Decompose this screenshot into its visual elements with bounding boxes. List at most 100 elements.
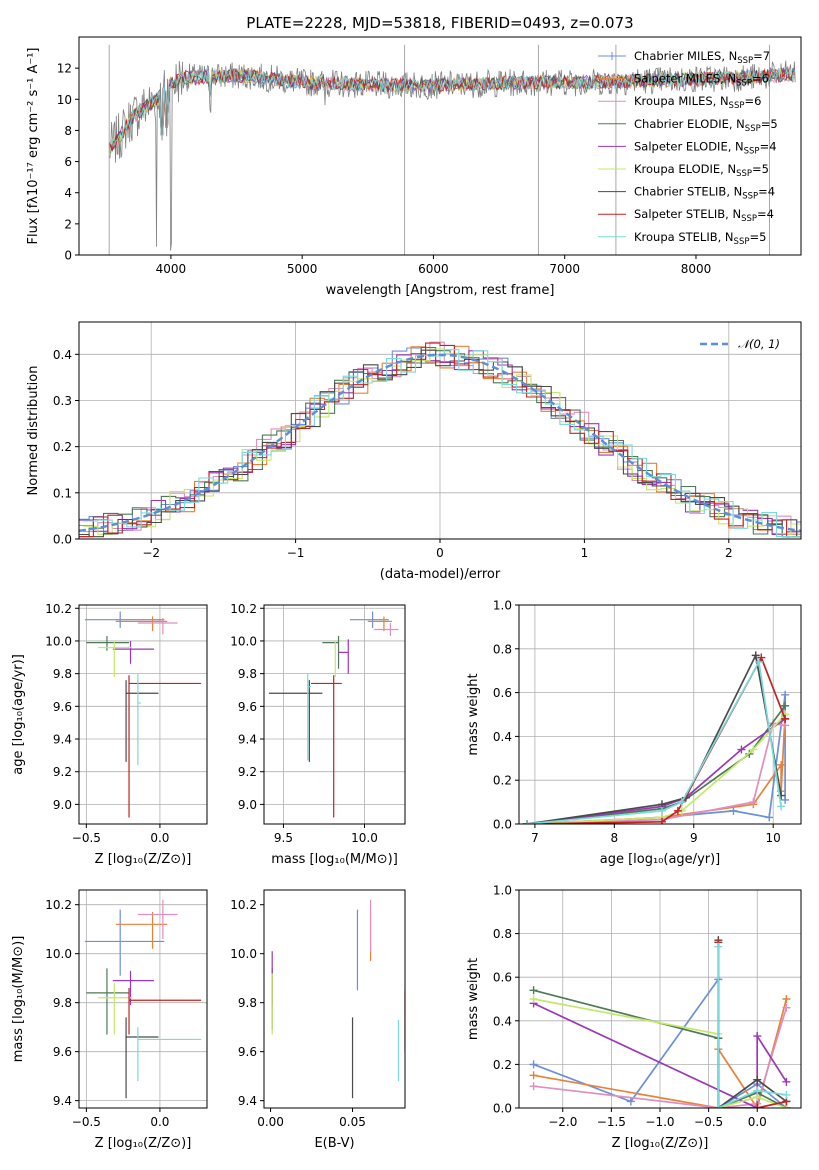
legend-entry-label: Salpeter ELODIE, N bbox=[634, 139, 744, 153]
mass-weight-marker bbox=[714, 942, 723, 951]
legend-entry-label: Salpeter MILES, N bbox=[634, 72, 736, 86]
spectrum-plot-area bbox=[108, 44, 796, 255]
x-tick-label: 8000 bbox=[681, 262, 712, 276]
legend-entry-count: =5 bbox=[752, 162, 769, 176]
y-tick-label: 9.6 bbox=[238, 700, 257, 714]
x-tick-label: 0.00 bbox=[257, 1115, 284, 1129]
mass-weight-marker bbox=[781, 795, 790, 804]
residuals-plot-area bbox=[79, 341, 801, 538]
x-tick-label: 7 bbox=[531, 831, 539, 845]
y-axis-label: mass weight bbox=[466, 673, 481, 755]
y-tick-label: 0.8 bbox=[493, 927, 512, 941]
y-tick-label: 0.1 bbox=[53, 486, 72, 500]
legend-entry-label: Chabrier STELIB, N bbox=[634, 185, 742, 199]
mass-weight-marker bbox=[782, 1003, 791, 1012]
x-axis-label: E(B-V) bbox=[314, 1136, 354, 1151]
y-axis-label: age [log₁₀(age/yr)] bbox=[11, 654, 26, 775]
residual-histogram bbox=[79, 350, 801, 536]
mass-weight-line bbox=[526, 659, 782, 824]
y-tick-label: 10.0 bbox=[230, 634, 257, 648]
x-tick-label: −1.5 bbox=[597, 1115, 626, 1129]
mass-weight-marker bbox=[673, 806, 682, 815]
x-tick-label: 9.5 bbox=[274, 831, 293, 845]
y-tick-label: 9.4 bbox=[238, 1094, 257, 1108]
y-tick-label: 9.8 bbox=[53, 996, 72, 1010]
y-tick-label: 9.4 bbox=[53, 733, 72, 747]
mass-weight-line bbox=[533, 1002, 788, 1108]
residual-histogram bbox=[83, 341, 801, 533]
y-tick-label: 1.0 bbox=[493, 599, 512, 613]
x-tick-label: 2 bbox=[725, 546, 733, 560]
age-vs-mass-axes: 9.5 10.0 9.0 9.2 9.4 9.6 9.8 10.0 10.2 mass [log₁… bbox=[230, 602, 406, 867]
error-bar-point bbox=[84, 909, 165, 976]
y-tick-label: 10.2 bbox=[230, 602, 257, 616]
mass-weight-marker bbox=[522, 820, 531, 824]
observed-spectrum-line bbox=[108, 60, 796, 251]
legend-entry-sub: SSP bbox=[741, 214, 757, 224]
legend-entry: Chabrier STELIB, NSSP=4 bbox=[634, 185, 775, 202]
x-tick-label: 1 bbox=[581, 546, 589, 560]
x-axis-label: Z [log₁₀(Z/Z⊙)] bbox=[95, 1136, 192, 1151]
mass-weight-line bbox=[533, 1007, 788, 1108]
legend-entry-sub: SSP bbox=[736, 79, 752, 89]
y-tick-label: 9.4 bbox=[53, 1094, 72, 1108]
y-tick-label: 0.3 bbox=[53, 394, 72, 408]
x-tick-label: 7000 bbox=[549, 262, 580, 276]
legend-entry-label: Chabrier ELODIE, N bbox=[634, 117, 745, 131]
error-bar-point bbox=[115, 912, 168, 949]
mass-weight-marker bbox=[657, 806, 666, 815]
residual-histogram bbox=[79, 347, 801, 538]
mass-weight-marker bbox=[737, 745, 746, 754]
x-tick-label: 6000 bbox=[418, 262, 449, 276]
x-axis-label: Z [log₁₀(Z/Z⊙)] bbox=[612, 1136, 709, 1151]
y-tick-label: 0.0 bbox=[493, 1102, 512, 1116]
mass-weight-marker bbox=[781, 714, 790, 723]
mass-weight-marker bbox=[777, 760, 786, 769]
error-bar-point bbox=[98, 640, 132, 677]
y-tick-label: 1.0 bbox=[493, 884, 512, 898]
mass-weight-marker bbox=[753, 1032, 762, 1041]
residual-histogram bbox=[83, 349, 801, 538]
y-tick-label: 12 bbox=[57, 62, 72, 76]
y-tick-label: 9.0 bbox=[53, 798, 72, 812]
x-tick-label: −0.5 bbox=[72, 1115, 101, 1129]
mass-weight-line bbox=[717, 940, 787, 1108]
error-bar-point bbox=[311, 675, 342, 818]
mass-vs-ebv-frame bbox=[263, 889, 406, 1109]
age-vs-Z-plot-area bbox=[84, 611, 202, 818]
x-tick-label: 0.05 bbox=[339, 1115, 366, 1129]
mass-weight-marker bbox=[749, 798, 758, 807]
x-tick-label: 10 bbox=[766, 831, 781, 845]
legend-entry: Kroupa MILES, NSSP=6 bbox=[634, 94, 761, 111]
y-tick-label: 0.4 bbox=[53, 348, 72, 362]
error-bar-point bbox=[86, 968, 130, 1035]
y-tick-label: 4 bbox=[64, 186, 72, 200]
legend-entry-count: =6 bbox=[752, 72, 769, 86]
y-tick-label: 9.6 bbox=[238, 1045, 257, 1059]
mass-weight-line bbox=[526, 718, 786, 824]
mass-weight-vs-age-axes: 7 8 9 10 0.0 0.2 0.4 0.6 0.8 1.0 age [log₁₀(age/yr… bbox=[466, 599, 802, 867]
x-tick-label: 0.0 bbox=[150, 831, 169, 845]
legend-entry-count: =5 bbox=[761, 117, 778, 131]
mass-weight-vs-Z-plot-area bbox=[529, 936, 791, 1108]
mass-weight-line bbox=[526, 652, 782, 824]
mass-weight-marker bbox=[626, 1097, 635, 1106]
error-bar-point bbox=[349, 611, 389, 628]
mass-weight-marker bbox=[529, 1060, 538, 1069]
error-bar-point bbox=[128, 675, 202, 818]
x-axis-label: Z [log₁₀(Z/Z⊙)] bbox=[95, 852, 192, 867]
mass-weight-marker bbox=[754, 657, 763, 666]
error-bar-point bbox=[115, 616, 168, 632]
x-axis-label: mass [log₁₀(M/M⊙)] bbox=[271, 852, 398, 867]
mass-weight-marker bbox=[529, 1082, 538, 1091]
y-tick-label: 10.0 bbox=[230, 947, 257, 961]
mass-weight-marker bbox=[782, 995, 791, 1003]
x-axis-label: wavelength [Angstrom, rest frame] bbox=[326, 283, 555, 298]
y-tick-label: 0.6 bbox=[493, 971, 512, 985]
y-tick-label: 0.2 bbox=[53, 440, 72, 454]
mass-weight-marker bbox=[657, 817, 666, 824]
x-tick-label: −2.0 bbox=[548, 1115, 577, 1129]
y-tick-label: 10 bbox=[57, 93, 72, 107]
legend-entry: Chabrier ELODIE, NSSP=5 bbox=[634, 117, 778, 134]
legend-entry-sub: SSP bbox=[729, 101, 745, 111]
